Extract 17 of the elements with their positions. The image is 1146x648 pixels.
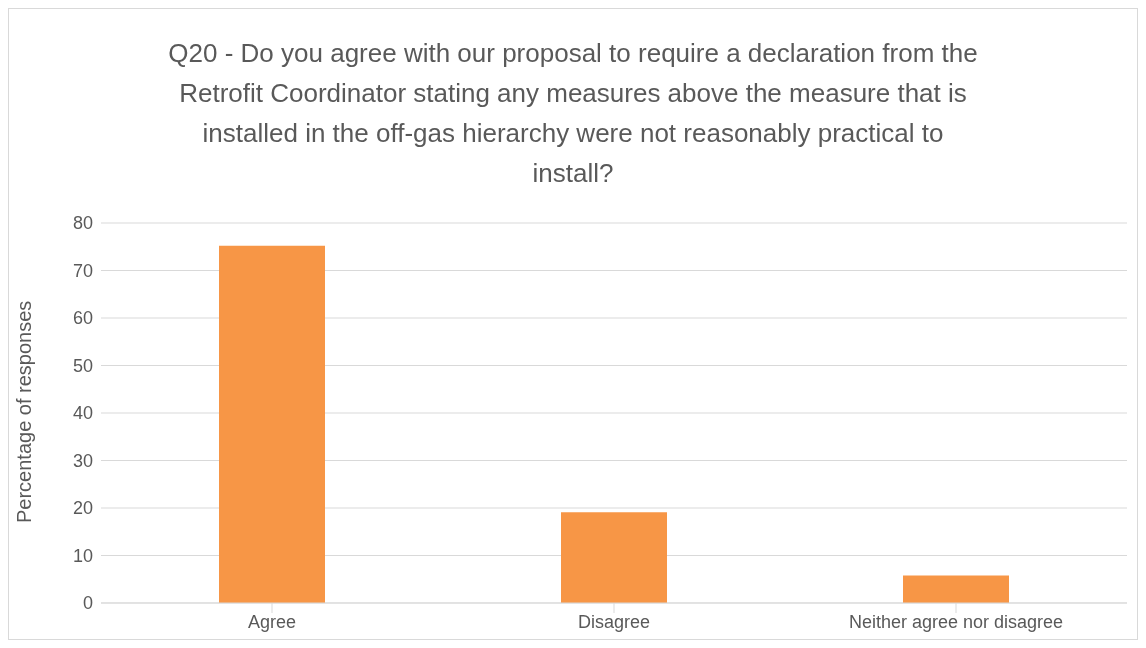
bar (219, 245, 325, 603)
y-tick-label: 60 (72, 308, 93, 329)
bar (903, 575, 1009, 603)
y-tick-label: 40 (72, 403, 93, 424)
y-tick-label: 50 (72, 355, 93, 376)
y-tick-label: 80 (72, 213, 93, 234)
y-axis-title: Percentage of responses (13, 300, 36, 523)
x-tick-label: Agree (247, 611, 297, 632)
chart-title: Q20 - Do you agree with our proposal to require a declaration from the Retrofit Coordinator stating any measures above the measure that is installed in the off-gas hierarchy were not reasonably practical to install? (167, 37, 979, 190)
y-tick-label: 30 (72, 450, 93, 471)
x-tick-label: Neither agree nor disagree (848, 611, 1064, 632)
bar (561, 512, 667, 603)
y-tick-label: 0 (82, 593, 93, 614)
y-tick-label: 70 (72, 260, 93, 281)
y-tick-label: 20 (72, 498, 93, 519)
y-tick-label: 10 (72, 545, 93, 566)
x-tick-label: Disagree (577, 611, 651, 632)
